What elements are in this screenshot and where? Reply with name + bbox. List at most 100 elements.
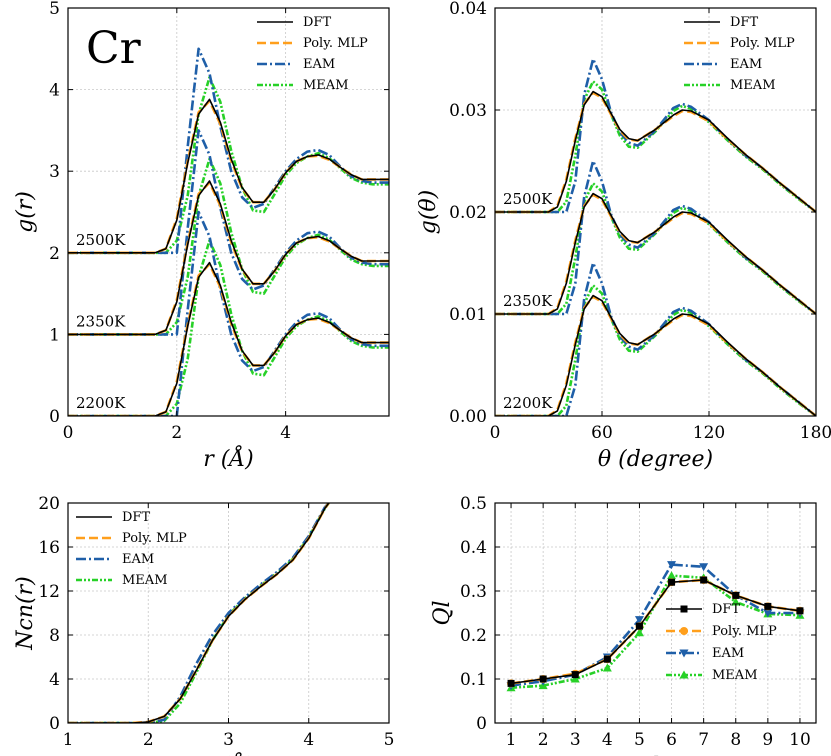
temperature-label: 2200K (503, 394, 553, 412)
legend-marker (679, 649, 689, 658)
marker-eam (699, 563, 709, 572)
series-line-eam-0 (495, 57, 816, 214)
y-tick-label: 0.02 (449, 203, 487, 223)
series-line-meam-0 (68, 503, 330, 723)
y-tick-label: 0.01 (449, 305, 487, 325)
series-line-eam-0 (68, 503, 330, 723)
legend-entry: Poly. MLP (712, 624, 777, 639)
series-line-dft-0 (510, 579, 801, 685)
chart-gr: 0 2 4 0 1 2 3 4 5 r (Å) g(r) 2500K 2350K 2200K DFT Poly… (13, 0, 390, 472)
marker-meam (602, 663, 612, 672)
x-tick-label: 3 (570, 730, 581, 750)
legend-entry: EAM (730, 57, 762, 72)
series-line-eam-2 (495, 261, 816, 416)
legend-entry: MEAM (730, 78, 776, 93)
x-tick-label: 8 (730, 730, 741, 750)
x-tick-label: 2 (538, 730, 549, 750)
marker-dft (732, 591, 740, 599)
y-axis-label: Ql (430, 600, 455, 625)
x-tick-label: 3 (223, 730, 234, 750)
x-tick-label: 5 (634, 730, 645, 750)
x-tick-label: 1 (506, 730, 517, 750)
y-tick-label: 0.4 (460, 538, 487, 558)
x-tick-label: 9 (762, 730, 773, 750)
marker-dft (571, 671, 579, 679)
y-tick-label: 1 (49, 325, 60, 345)
plot-area (68, 47, 389, 416)
marker-dft (764, 602, 772, 610)
x-tick-label: 4 (280, 423, 291, 443)
series-line-meam-1 (495, 182, 816, 316)
y-tick-label: 0.00 (449, 407, 487, 427)
y-tick-label: 0 (476, 714, 487, 734)
y-tick-label: 8 (49, 626, 60, 646)
series-line-meam-0 (68, 76, 389, 255)
legend-entry: EAM (303, 57, 335, 72)
x-tick-label: 2 (143, 730, 154, 750)
legend-entry: DFT (303, 15, 331, 30)
marker-dft (796, 607, 804, 615)
x-tick-label: 4 (602, 730, 613, 750)
x-tick-label: 6 (666, 730, 677, 750)
x-tick-label: 120 (693, 423, 725, 443)
legend-entry: MEAM (712, 668, 758, 683)
y-tick-label: 4 (49, 670, 60, 690)
y-axis-label: g(r) (13, 191, 38, 233)
chart-gtheta: 0 60 120 180 0.00 0.01 0.02 0.03 0.04 θ (degree) g… (416, 0, 831, 472)
marker-meam (667, 571, 677, 580)
y-tick-label: 16 (38, 538, 60, 558)
series-line-meam-2 (68, 239, 389, 416)
series-line-poly-mlp-0 (68, 503, 330, 723)
marker-eam (763, 609, 773, 618)
y-tick-label: 0.5 (460, 494, 487, 514)
y-tick-label: 20 (38, 494, 60, 514)
legend-entry: Poly. MLP (730, 36, 795, 51)
series-line-dft-1 (495, 192, 816, 315)
element-label: Cr (86, 23, 142, 74)
x-tick-label: 2 (171, 423, 182, 443)
x-tick-label: 10 (789, 730, 811, 750)
y-tick-label: 0.03 (449, 101, 487, 121)
temperature-label: 2350K (503, 292, 553, 310)
x-axis-label: r (Å) (203, 444, 254, 472)
legend-entry: DFT (122, 510, 150, 525)
marker-eam (667, 561, 677, 570)
marker-dft (700, 576, 708, 584)
legend-marker (680, 605, 688, 613)
legend-entry: Poly. MLP (303, 36, 368, 51)
x-tick-label: 60 (591, 423, 613, 443)
marker-eam (634, 616, 644, 625)
marker-dft (668, 578, 676, 586)
x-axis-label: θ (degree) (598, 447, 713, 472)
x-tick-label: 0 (63, 423, 74, 443)
plot-area (506, 561, 805, 692)
chart-ql: 1 2 3 4 5 6 7 8 9 10 0 0.1 0.2 0.3 0.4 0.5 l Ql DFT Poly. M… (430, 494, 817, 756)
plot-area (68, 503, 330, 723)
x-axis-label: r (Å) (203, 751, 254, 756)
series-line-dft-0 (68, 98, 389, 254)
temperature-label: 2200K (76, 394, 126, 412)
series-line-meam-1 (68, 157, 389, 336)
y-axis-label: g(θ) (416, 190, 441, 235)
series-line-meam-0 (495, 80, 816, 214)
legend-entry: Poly. MLP (122, 531, 187, 546)
y-tick-label: 12 (38, 582, 60, 602)
legend-marker (680, 627, 688, 635)
y-tick-label: 2 (49, 244, 60, 264)
y-axis-label: Ncn(r) (13, 576, 38, 650)
x-tick-label: 5 (384, 730, 395, 750)
axes-frame (67, 7, 390, 417)
y-tick-label: 0 (49, 714, 60, 734)
series-line-dft-0 (68, 503, 330, 723)
x-tick-label: 7 (698, 730, 709, 750)
series-line-dft-0 (495, 90, 816, 213)
x-axis-label: l (652, 754, 659, 756)
marker-dft (507, 679, 515, 687)
legend-entry: DFT (730, 15, 758, 30)
x-tick-label: 1 (63, 730, 74, 750)
series-line-dft-2 (495, 294, 816, 416)
legend-entry: DFT (712, 602, 740, 617)
y-tick-label: 5 (49, 0, 60, 19)
